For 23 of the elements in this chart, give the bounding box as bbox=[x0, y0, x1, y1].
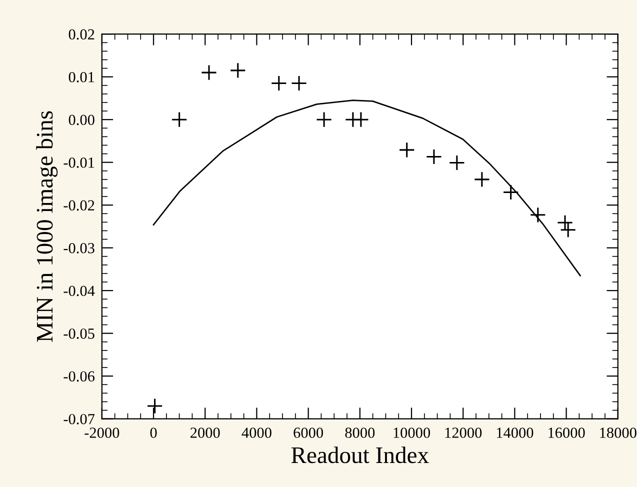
x-tick-label: 4000 bbox=[242, 428, 272, 438]
y-tick-label: -0.01 bbox=[64, 157, 94, 168]
x-tick-label: 0 bbox=[150, 428, 157, 438]
y-tick-label: 0.01 bbox=[68, 72, 94, 82]
x-tick-label: 2000 bbox=[190, 428, 220, 438]
y-tick-label: -0.04 bbox=[64, 286, 95, 296]
x-tick-label: -2000 bbox=[84, 428, 120, 438]
x-tick-label: 12000 bbox=[445, 428, 482, 438]
x-tick-label: 14000 bbox=[496, 428, 534, 438]
x-tick-label: 6000 bbox=[294, 428, 324, 438]
y-tick-label: -0.07 bbox=[64, 414, 95, 424]
x-axis-title: Readout Index bbox=[291, 446, 429, 464]
y-tick-label: -0.02 bbox=[64, 200, 94, 211]
y-tick-label: -0.05 bbox=[64, 328, 94, 339]
y-axis-title: MIN in 1000 image bins bbox=[36, 111, 58, 342]
x-tick-label: 10000 bbox=[394, 428, 430, 438]
y-tick-label: -0.06 bbox=[64, 371, 95, 382]
y-tick-label: -0.03 bbox=[64, 242, 94, 254]
x-tick-label: 16000 bbox=[548, 428, 585, 438]
x-tick-label: 18000 bbox=[600, 428, 636, 438]
x-tick-label: 8000 bbox=[345, 428, 375, 438]
y-tick-label: 0.02 bbox=[68, 29, 94, 40]
y-tick-label: 0.00 bbox=[68, 114, 94, 126]
